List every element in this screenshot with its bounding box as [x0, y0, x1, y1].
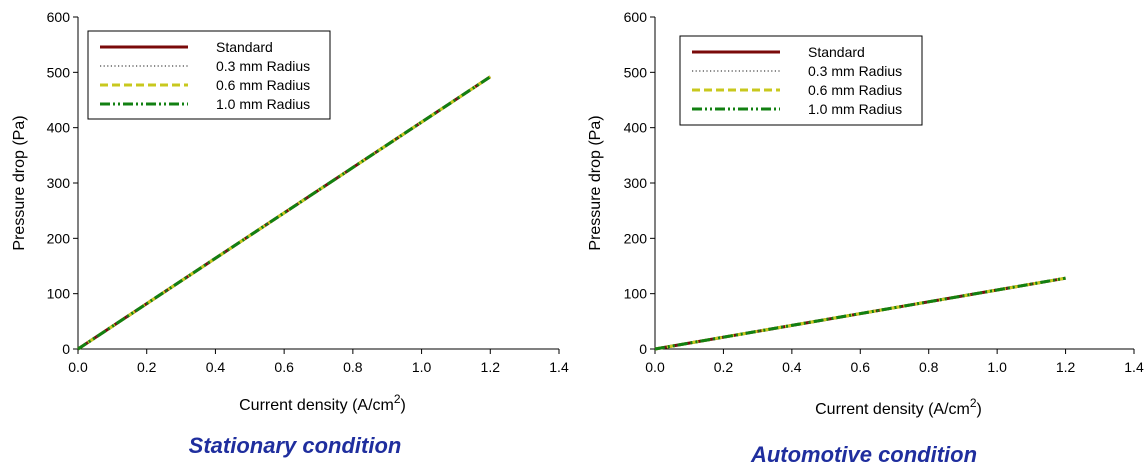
- x-tick-label: 0.4: [782, 359, 802, 375]
- x-tick-label: 0.2: [137, 359, 157, 375]
- x-axis-label-superscript: 2: [970, 396, 977, 410]
- y-tick-label: 400: [624, 120, 648, 136]
- x-tick-label: 1.0: [987, 359, 1007, 375]
- y-tick-label: 200: [624, 230, 648, 246]
- x-axis-label: Current density (A/cm2): [815, 396, 982, 418]
- y-tick-label: 300: [47, 175, 71, 191]
- legend-label-3: 0.6 mm Radius: [808, 82, 902, 98]
- x-tick-label: 1.4: [549, 359, 569, 375]
- y-tick-label: 0: [639, 341, 647, 357]
- y-tick-label: 500: [47, 64, 71, 80]
- x-tick-label: 1.0: [412, 359, 432, 375]
- chart-panel-1: 0 100 200 300 400 500 600 0.0 0.2 0.4 0.6 0.8 1.0 1.2…: [11, 9, 569, 458]
- x-tick-label: 0.0: [68, 359, 88, 375]
- x-axis-label-main: Current density (A/cm: [815, 401, 970, 418]
- x-tick-label: 0.4: [206, 359, 226, 375]
- x-axis-label-close: ): [977, 401, 982, 418]
- y-tick-label: 200: [47, 230, 71, 246]
- x-tick-label: 1.2: [481, 359, 501, 375]
- legend: Standard 0.3 mm Radius 0.6 mm Radius 1.0 mm…: [679, 35, 923, 126]
- y-tick-label: 100: [47, 286, 71, 302]
- y-tick-label: 100: [624, 286, 648, 302]
- x-tick-label: 1.4: [1124, 359, 1144, 375]
- series-line-4: [654, 276, 1066, 351]
- legend: Standard 0.3 mm Radius 0.6 mm Radius 1.0 mm…: [87, 30, 331, 120]
- legend-label-1: Standard: [216, 39, 273, 55]
- y-tick-label: 600: [624, 9, 648, 25]
- x-axis-label-superscript: 2: [394, 392, 401, 406]
- x-tick-label: 0.0: [645, 359, 665, 375]
- series-line-4: [77, 75, 492, 351]
- y-tick-label: 0: [62, 341, 70, 357]
- legend-label-4: 1.0 mm Radius: [216, 96, 310, 112]
- x-tick-label: 0.2: [714, 359, 734, 375]
- legend-label-2: 0.3 mm Radius: [216, 58, 310, 74]
- legend-label-3: 0.6 mm Radius: [216, 77, 310, 93]
- y-tick-label: 300: [624, 175, 648, 191]
- series-line-3: [77, 75, 492, 351]
- x-axis-label-close: ): [401, 397, 406, 414]
- chart-panel-2: 0 100 200 300 400 500 600 0.0 0.2 0.4 0.6 0.8 1.0 1.2…: [587, 9, 1144, 467]
- x-tick-label: 0.6: [851, 359, 871, 375]
- x-tick-label: 1.2: [1056, 359, 1076, 375]
- y-axis-label: Pressure drop (Pa): [587, 115, 604, 250]
- x-axis-label-main: Current density (A/cm: [239, 397, 394, 414]
- legend-label-2: 0.3 mm Radius: [808, 63, 902, 79]
- y-axis-label: Pressure drop (Pa): [11, 115, 28, 250]
- y-tick-label: 600: [47, 9, 71, 25]
- legend-label-1: Standard: [808, 44, 865, 60]
- panel-caption: Stationary condition: [189, 433, 402, 458]
- panel-caption: Automotive condition: [750, 442, 977, 467]
- y-tick-label: 500: [624, 64, 648, 80]
- x-tick-label: 0.8: [343, 359, 363, 375]
- legend-label-4: 1.0 mm Radius: [808, 101, 902, 117]
- y-tick-label: 400: [47, 120, 71, 136]
- x-tick-label: 0.8: [919, 359, 939, 375]
- x-tick-label: 0.6: [274, 359, 294, 375]
- x-axis-label: Current density (A/cm2): [239, 392, 406, 414]
